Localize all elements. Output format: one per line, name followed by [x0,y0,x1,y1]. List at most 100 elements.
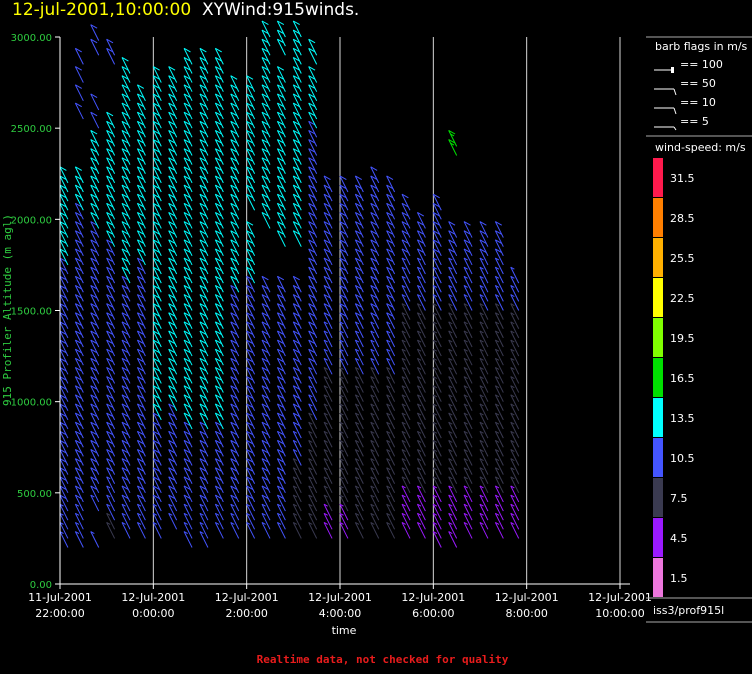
barb-shaft [292,412,302,430]
wind-barb [246,312,256,329]
wind-barb [199,257,209,275]
barb-feather [106,439,114,445]
wind-barb [432,230,442,247]
wind-barb [59,357,69,375]
wind-barb [292,348,302,366]
wind-barb [479,321,489,339]
barb-shaft [136,494,146,512]
barb-shaft [136,339,146,357]
barb-shaft [370,358,380,375]
wind-barb [354,439,364,457]
barb-feather [199,421,207,427]
barb-feather [199,166,207,171]
barb-feather [121,66,129,71]
barb-feather [277,357,285,363]
barb-shaft [90,111,100,129]
wind-barb [168,449,178,466]
wind-barb [432,339,442,357]
wind-barb [106,193,116,211]
x-tick-time: 22:00:00 [35,607,84,620]
wind-barb [448,412,458,430]
barb-shaft [199,111,209,129]
barb-shaft [106,312,116,329]
wind-barb [152,321,162,339]
barb-feather [448,257,453,261]
wind-barb [152,449,162,466]
barb-shaft [401,221,411,238]
barb-shaft [152,330,162,348]
wind-barb [230,284,240,302]
barb-shaft [152,157,162,174]
barb-feather [401,275,406,279]
barb-feather [106,503,111,507]
barb-feather [168,458,176,463]
barb-shaft [292,166,302,184]
barb-shaft [121,266,131,284]
barb-feather [183,321,191,326]
barb-shaft [432,531,442,548]
barb-feather [106,330,114,336]
barb-shaft [59,248,69,266]
barb-shaft [432,431,442,448]
wind-barb [339,257,349,275]
barb-feather [137,266,145,272]
wind-barb [386,348,396,366]
wind-barb [308,521,318,539]
barb-feather [448,531,453,534]
barb-feather [386,221,394,226]
wind-barb [416,366,426,384]
barb-feather [433,230,440,235]
barb-feather [183,84,191,89]
title-product: XYWind:915winds. [201,0,360,20]
barb-feather [230,221,238,226]
barb-feather [230,157,238,162]
barb-shaft [401,239,411,257]
wind-barb [416,357,426,375]
wind-barb [448,458,458,475]
wind-barb [199,376,209,393]
barb-shaft [432,367,442,384]
barb-feather [137,221,145,226]
wind-barb [292,357,302,375]
wind-barb [106,312,116,329]
barb-shaft [121,440,131,457]
wind-barb [214,430,224,448]
wind-barb [354,321,364,339]
barb-feather [153,266,160,272]
barb-feather [261,485,269,490]
barb-feather [417,348,422,352]
wind-barb [230,93,240,111]
barb-feather [153,284,160,290]
barb-shaft [214,266,224,284]
barb-feather [293,449,298,452]
wind-barb [276,148,286,165]
barb-shaft [323,312,333,329]
barb-feather [121,403,129,408]
barb-shaft [416,257,426,275]
wind-barb [90,357,100,375]
wind-barb [276,366,286,384]
wind-barb [136,239,146,257]
wind-barb [152,248,162,266]
wind-barb [308,458,318,475]
barb-feather [183,257,191,263]
barb-feather [370,403,375,407]
barb-shaft [199,476,209,494]
barb-shaft [230,157,240,174]
wind-barb [230,202,240,220]
wind-barb [339,212,349,229]
barb-feather [355,449,360,452]
barb-feather [183,357,191,363]
barb-feather [339,184,347,190]
wind-barb [339,339,349,357]
wind-barb [246,284,256,302]
time-gridlines [152,37,621,584]
wind-barb [59,257,69,275]
barb-shaft [323,221,333,238]
barb-shaft [354,494,364,512]
barb-shaft [74,166,84,184]
barb-feather [370,348,375,352]
barb-feather [230,439,238,445]
barb-shaft [308,303,318,320]
barb-shaft [339,212,349,229]
